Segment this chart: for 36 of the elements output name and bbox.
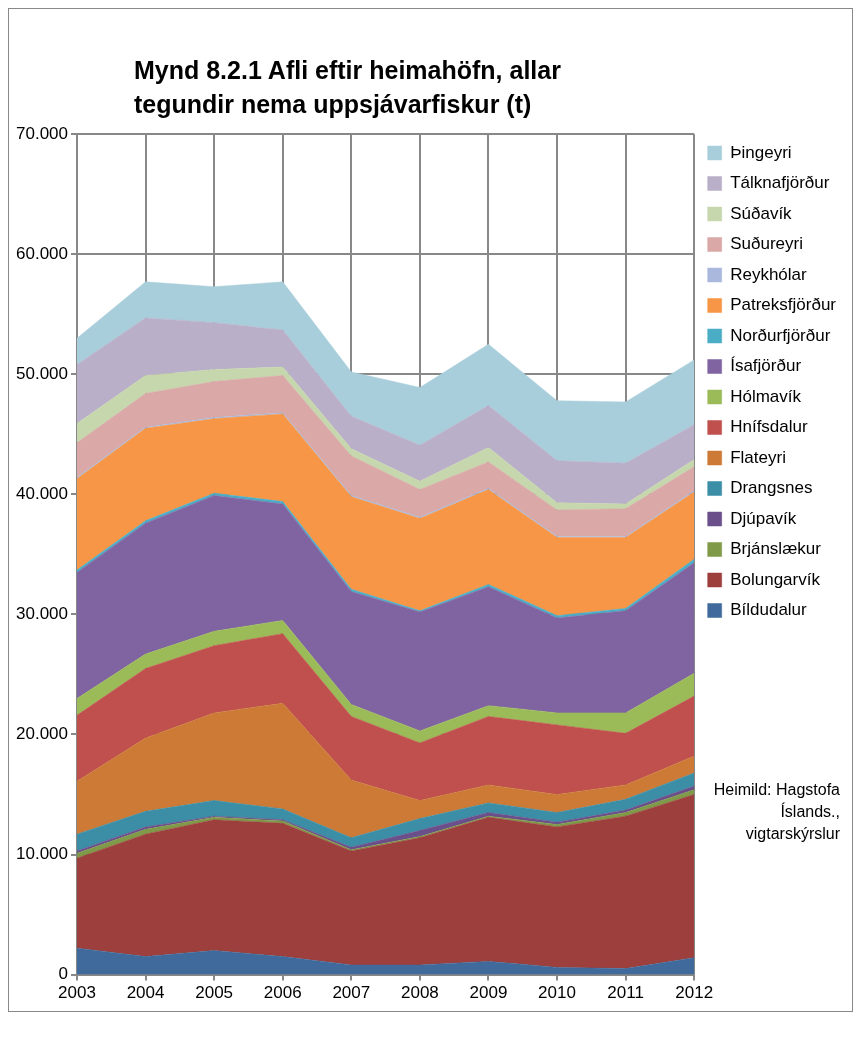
text: Heimild: Hagstofa Íslands., vigtarskýrslur bbox=[712, 780, 840, 844]
legend-label: Bíldudalur bbox=[730, 600, 808, 620]
x-tick-label: 2007 bbox=[332, 983, 371, 1003]
legend-label: Brjánslækur bbox=[730, 539, 822, 559]
legend-label: Patreksfjörður bbox=[730, 295, 837, 315]
legend-label: Hólmavík bbox=[730, 386, 802, 406]
x-tick-label: 2009 bbox=[469, 983, 508, 1003]
y-tick-label: 30.000 bbox=[16, 604, 68, 624]
x-tick-label: 2005 bbox=[195, 983, 234, 1003]
x-tick-label: 2011 bbox=[607, 983, 644, 1003]
y-tick-label: 40.000 bbox=[16, 484, 68, 504]
legend-label: Tálknafjörður bbox=[730, 173, 830, 193]
x-tick-label: 2012 bbox=[675, 983, 714, 1003]
legend-label: Súðavík bbox=[730, 203, 793, 223]
legend-label: Þingeyri bbox=[730, 142, 792, 162]
x-tick-label: 2010 bbox=[538, 983, 576, 1003]
y-tick-label: 20.000 bbox=[16, 724, 68, 744]
legend-label: Ísafjörður bbox=[730, 356, 802, 376]
legend-label: Drangsnes bbox=[730, 478, 813, 498]
y-tick-label: 50.000 bbox=[16, 364, 68, 383]
x-tick-label: 2003 bbox=[58, 983, 96, 1003]
y-tick-label: 70.000 bbox=[16, 123, 68, 143]
legend-label: Hnífsdalur bbox=[730, 417, 808, 437]
x-tick-label: 2004 bbox=[126, 983, 165, 1003]
y-tick-label: 0 bbox=[58, 964, 68, 984]
y-tick-label: 60.000 bbox=[16, 243, 68, 263]
y-tick-label: 10.000 bbox=[16, 844, 68, 864]
legend-label: Reykhólar bbox=[730, 264, 808, 284]
legend-label: Suðureyri bbox=[730, 234, 803, 254]
legend-label: Bolungarvík bbox=[730, 569, 821, 589]
chart-title: Mynd 8.2.1 Afli eftir heimahöfn, allar tegundir nema uppsjávarfiskur (t) bbox=[133, 55, 562, 120]
x-tick-label: 2008 bbox=[400, 983, 439, 1003]
legend-label: Norðurfjörður bbox=[730, 325, 831, 345]
legend-label: Djúpavík bbox=[730, 508, 797, 528]
x-tick-label: 2006 bbox=[263, 983, 302, 1003]
legend-label: Flateyri bbox=[730, 447, 786, 467]
